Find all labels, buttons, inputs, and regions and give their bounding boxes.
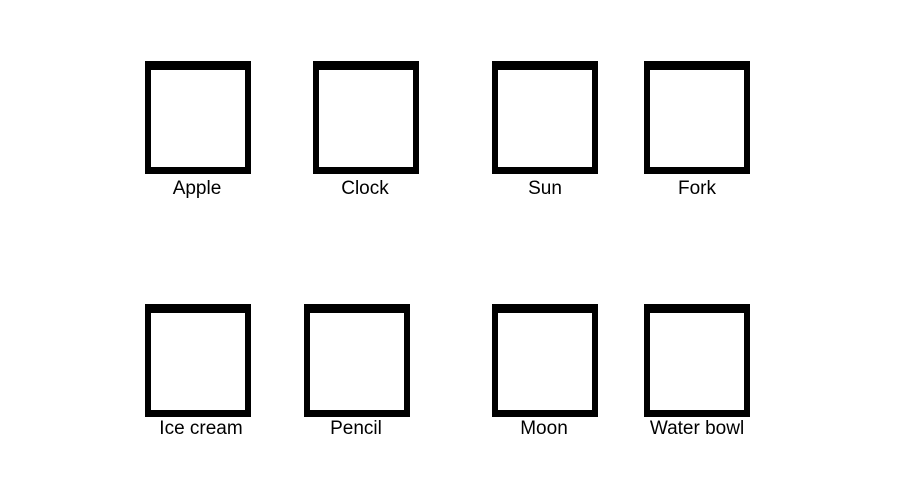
checkbox-fork[interactable] [644,61,750,174]
label-moon: Moon [520,418,568,439]
label-clock: Clock [341,178,389,199]
checkbox-sun[interactable] [492,61,598,174]
label-apple: Apple [172,178,222,199]
label-fork: Fork [678,178,716,199]
checkbox-clock[interactable] [313,61,419,174]
checkbox-ice-cream[interactable] [145,304,251,417]
checkbox-water-bowl[interactable] [644,304,750,417]
checkbox-pencil[interactable] [304,304,410,417]
label-sun: Sun [528,178,562,199]
label-water-bowl: Water bowl [649,418,745,439]
checkbox-moon[interactable] [492,304,598,417]
checkbox-apple[interactable] [145,61,251,174]
label-pencil: Pencil [330,418,382,439]
label-ice-cream: Ice cream [159,418,243,439]
